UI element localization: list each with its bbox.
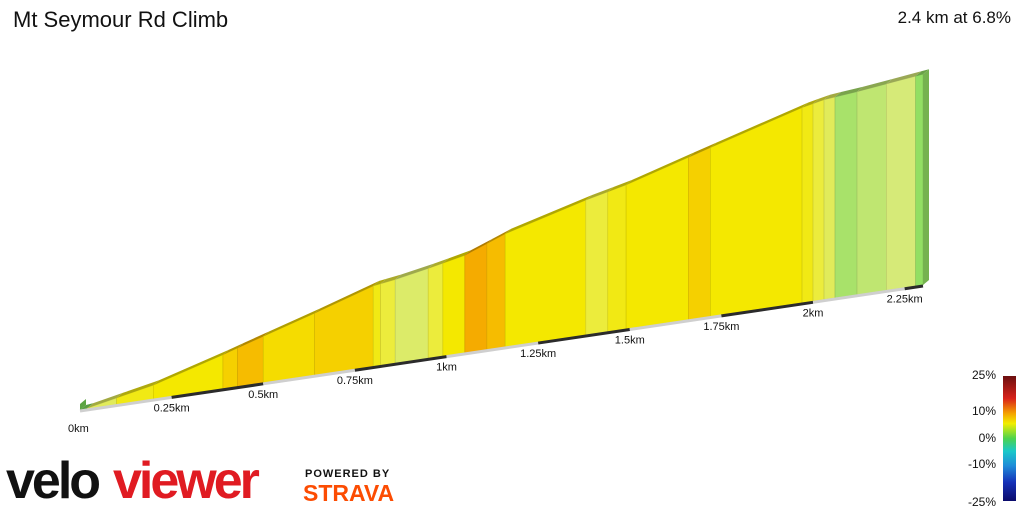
- gradient-segment-top: [915, 69, 929, 77]
- strava-logo: STRAVA: [303, 480, 395, 506]
- gradient-segment-top: [263, 308, 321, 337]
- distance-tick-label: 0km: [68, 423, 89, 435]
- gradient-legend-label: 25%: [971, 368, 996, 382]
- distance-tick-label: 2.25km: [887, 294, 923, 306]
- gradient-segment-top: [835, 86, 864, 98]
- gradient-segment: [504, 195, 592, 348]
- gradient-segment-wall: [710, 107, 803, 317]
- gradient-segment-top: [813, 94, 831, 104]
- summit-end-cap: [923, 69, 929, 285]
- distance-tick-label: 2km: [803, 307, 824, 319]
- viewer-logo-text: viewer: [113, 452, 260, 508]
- gradient-segment-wall: [688, 147, 711, 321]
- gradient-segment-wall: [222, 347, 238, 390]
- distance-tick-label: 1km: [436, 362, 457, 374]
- gradient-segment-wall: [856, 83, 887, 296]
- profile-side-band: [80, 69, 929, 410]
- gradient-segment-top: [688, 142, 717, 158]
- gradient-segment-top: [395, 263, 435, 280]
- veloviewer-logo: velo viewer: [6, 452, 263, 508]
- gradient-segment-top: [373, 278, 387, 286]
- gradient-segment-top: [237, 331, 270, 349]
- gradient-segment-top: [857, 78, 893, 92]
- gradient-segment-wall: [394, 268, 429, 364]
- distance-axis: [79, 284, 924, 413]
- distance-axis-band: [354, 355, 447, 372]
- gradient-segment-wall: [237, 335, 264, 387]
- gradient-segment-top: [886, 71, 922, 84]
- distance-tick-label: 1.75km: [703, 321, 739, 333]
- chart-title: Mt Seymour Rd Climb: [13, 7, 229, 32]
- distance-axis-band: [904, 284, 924, 291]
- gradient-segment-wall: [834, 91, 858, 299]
- gradient-segment-top: [626, 152, 695, 185]
- gradient-segment-wall: [823, 96, 836, 301]
- gradient-segment-top: [607, 179, 633, 192]
- gradient-segment-wall: [464, 243, 488, 354]
- distance-axis-band: [721, 300, 814, 318]
- gradient-segment-top: [710, 102, 809, 148]
- gradient-segment-top: [87, 392, 123, 409]
- gradient-segment-top: [222, 343, 244, 355]
- gradient-segment: [222, 343, 244, 390]
- gradient-segment-wall: [427, 262, 444, 359]
- distance-axis-band: [79, 395, 172, 413]
- gradient-segment-top: [486, 228, 512, 244]
- gradient-segment-wall: [442, 254, 466, 357]
- profile-wall-segments: [79, 69, 929, 411]
- gradient-segment-top: [314, 280, 380, 314]
- distance-tick-label: 1.25km: [520, 348, 556, 360]
- gradient-segment-top: [585, 186, 614, 201]
- gradient-legend-label: 10%: [971, 404, 996, 418]
- gradient-segment-wall: [486, 233, 506, 351]
- distance-tick-label: 1.5km: [615, 334, 645, 346]
- gradient-segment-wall: [801, 103, 814, 304]
- gradient-legend-label: -25%: [967, 495, 996, 509]
- gradient-segment-top: [802, 98, 820, 108]
- climb-summary: 2.4 km at 6.8%: [897, 8, 1011, 27]
- gradient-segment: [262, 308, 321, 384]
- distance-axis-band: [629, 314, 722, 331]
- gradient-segment-top: [153, 349, 229, 386]
- gradient-segment-top: [824, 92, 842, 100]
- gradient-segment-wall: [607, 184, 627, 333]
- gradient-segment-top: [464, 238, 493, 256]
- gradient-segment: [625, 152, 695, 330]
- gradient-segment: [442, 250, 471, 357]
- gradient-legend-label: 0%: [978, 431, 996, 445]
- gradient-segment-top: [442, 250, 471, 264]
- gradient-segment-wall: [915, 73, 924, 287]
- distance-axis-band: [171, 382, 264, 399]
- distance-axis-band: [263, 368, 356, 386]
- distance-axis-band: [812, 287, 905, 304]
- distance-tick-labels: 0km 0.25km 0.5km 0.75km 1km 1.25km 1.5km 1.75km…: [68, 294, 923, 435]
- gradient-segment-wall: [372, 283, 381, 367]
- distance-axis-band: [537, 327, 631, 345]
- distance-axis-band: [446, 341, 539, 359]
- start-end-cap: [80, 399, 86, 410]
- gradient-segment-wall: [504, 199, 587, 348]
- gradient-segment-top: [380, 274, 402, 284]
- gradient-segment-top: [428, 258, 449, 269]
- gradient-segment-wall: [380, 279, 396, 366]
- gradient-segment: [314, 280, 380, 376]
- gradient-segment-top: [505, 195, 592, 234]
- gradient-color-legend-bar: [1003, 376, 1016, 501]
- distance-axis-bands: [79, 284, 924, 413]
- gradient-legend-label: -10%: [967, 457, 996, 471]
- distance-tick-label: 0.75km: [337, 375, 373, 387]
- powered-by-label: POWERED BY: [305, 468, 391, 480]
- gradient-segment-wall: [625, 156, 689, 330]
- distance-tick-label: 0.25km: [154, 402, 190, 414]
- gradient-segment-wall: [812, 99, 825, 302]
- gradient-segment-top: [116, 380, 160, 398]
- gradient-segment-top: [80, 403, 94, 410]
- gradient-segment-wall: [585, 191, 609, 336]
- gradient-segment-wall: [886, 75, 916, 291]
- distance-tick-label: 0.5km: [248, 389, 278, 401]
- velo-logo-text: velo: [6, 452, 99, 508]
- gradient-segment: [710, 102, 809, 317]
